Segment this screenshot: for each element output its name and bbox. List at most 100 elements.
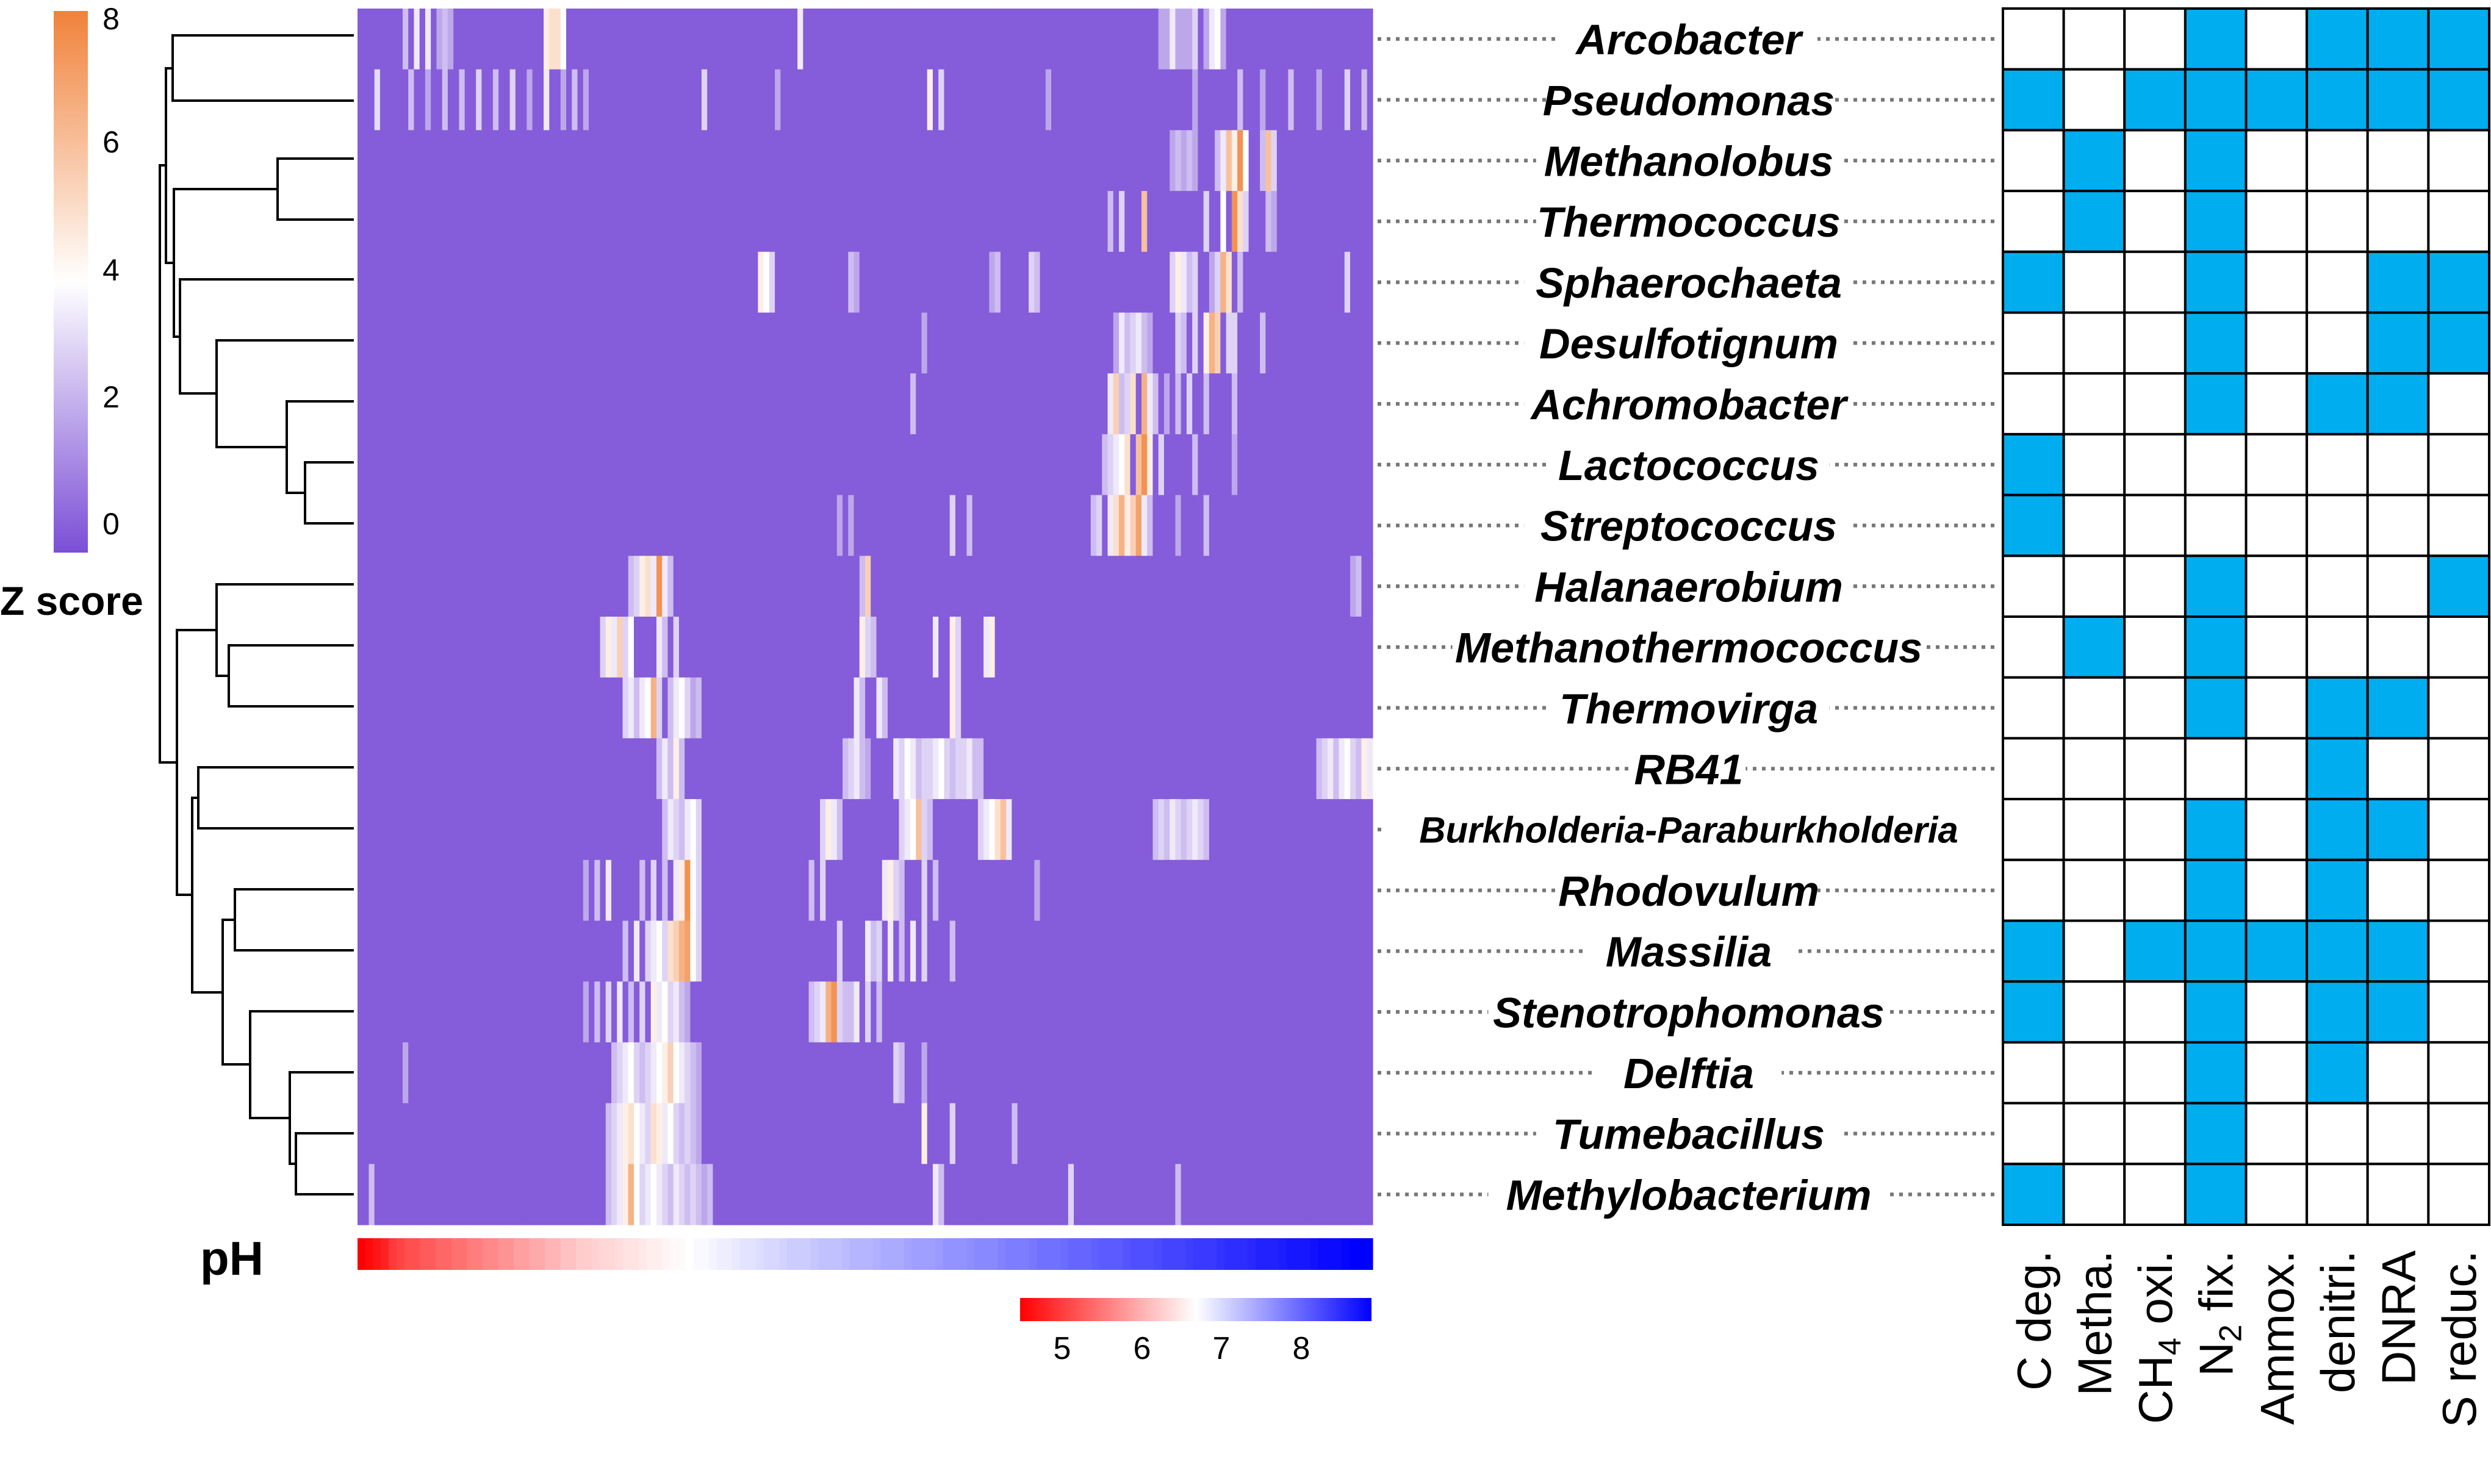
heatmap-cell-methanolobus-143 (1163, 130, 1170, 192)
heatmap-cell-streptococcus-21 (476, 495, 482, 556)
heatmap-cell-streptococcus-2 (368, 495, 375, 556)
heatmap-cell-thermococcus-45 (611, 191, 617, 253)
heatmap-cell-tumebacillus-173 (1333, 1103, 1340, 1164)
heatmap-cell-methanothermococcus-90 (865, 617, 871, 678)
heatmap-cell-arcobacter-20 (470, 9, 476, 70)
heatmap-cell-burkholderia-paraburkholderia-44 (605, 799, 612, 861)
heatmap-cell-rhodovulum-116 (1012, 859, 1018, 922)
heatmap-cell-arcobacter-92 (876, 9, 883, 70)
heatmap-cell-achromobacter-32 (537, 373, 544, 435)
heatmap-cell-delftia-111 (983, 1042, 990, 1104)
ph-legend: 5 6 7 8 (1020, 1298, 1371, 1366)
heatmap-cell-rhodovulum-30 (527, 859, 533, 922)
heatmap-cell-thermovirga-145 (1175, 677, 1182, 739)
trait-cell-methanothermococcus-c-deg (2002, 615, 2065, 679)
heatmap-cell-methylobacterium-179 (1367, 1164, 1373, 1225)
heatmap-cell-methylobacterium-25 (498, 1164, 505, 1225)
heatmap-cell-arcobacter-59 (690, 9, 697, 70)
heatmap-cell-burkholderia-paraburkholderia-73 (769, 799, 775, 861)
heatmap-cell-lactococcus-67 (735, 434, 742, 496)
heatmap-cell-desulfotignum-78 (797, 312, 803, 374)
heatmap-cell-delftia-163 (1276, 1042, 1283, 1104)
heatmap-cell-thermococcus-89 (859, 191, 866, 253)
heatmap-cell-pseudomonas-115 (1006, 69, 1012, 131)
heatmap-cell-delftia-36 (560, 1042, 567, 1104)
heatmap-cell-halanaerobium-103 (938, 556, 945, 617)
heatmap-cell-lactococcus-178 (1361, 434, 1368, 496)
heatmap-cell-sphaerochaeta-96 (899, 251, 905, 314)
heatmap-cell-rb41-55 (667, 738, 674, 800)
heatmap-cell-rhodovulum-29 (521, 859, 527, 922)
heatmap-cell-stenotrophomonas-141 (1152, 981, 1159, 1043)
heatmap-cell-massilia-128 (1079, 920, 1086, 982)
heatmap-cell-achromobacter-48 (628, 373, 634, 435)
heatmap-cell-pseudomonas-54 (662, 69, 669, 131)
heatmap-cell-tumebacillus-134 (1113, 1103, 1120, 1164)
heatmap-cell-halanaerobium-177 (1356, 556, 1362, 617)
heatmap-cell-methanolobus-34 (549, 130, 556, 192)
heatmap-cell-methanothermococcus-161 (1265, 617, 1272, 678)
heatmap-cell-rhodovulum-100 (921, 859, 928, 922)
dendrogram-root (159, 164, 177, 764)
heatmap-cell-halanaerobium-11 (419, 556, 426, 617)
heatmap-cell-sphaerochaeta-11 (419, 251, 426, 314)
heatmap-cell-arcobacter-82 (820, 9, 826, 70)
heatmap-cell-methylobacterium-38 (572, 1164, 578, 1225)
heatmap-cell-desulfotignum-45 (611, 312, 617, 374)
heatmap-cell-desulfotignum-91 (871, 312, 877, 374)
heatmap-cell-rb41-105 (949, 738, 956, 800)
heatmap-cell-methanothermococcus-166 (1293, 617, 1300, 678)
heatmap-cell-methylobacterium-81 (814, 1164, 821, 1225)
heatmap-cell-pseudomonas-158 (1248, 69, 1255, 131)
heatmap-cell-desulfotignum-105 (949, 312, 956, 374)
heatmap-cell-desulfotignum-158 (1248, 312, 1255, 374)
heatmap-cell-desulfotignum-64 (718, 312, 725, 374)
heatmap-cell-stenotrophomonas-83 (825, 981, 832, 1043)
heatmap-cell-rhodovulum-172 (1328, 859, 1334, 922)
heatmap-cell-halanaerobium-83 (825, 556, 832, 617)
heatmap-cell-delftia-160 (1260, 1042, 1266, 1104)
heatmap-cell-methylobacterium-106 (955, 1164, 962, 1225)
heatmap-cell-lactococcus-76 (786, 434, 793, 496)
heatmap-cell-sphaerochaeta-65 (724, 251, 730, 314)
row-label-pseudomonas: Pseudomonas (1543, 77, 1835, 124)
heatmap-cell-thermococcus-48 (628, 191, 634, 253)
heatmap-cell-methanothermococcus-141 (1152, 617, 1159, 678)
heatmap-cell-arcobacter-70 (752, 9, 758, 70)
heatmap-cell-rb41-38 (572, 738, 578, 800)
heatmap-cell-thermovirga-88 (854, 677, 860, 739)
heatmap-cell-pseudomonas-2 (368, 69, 375, 131)
heatmap-cell-streptococcus-95 (893, 495, 900, 556)
heatmap-cell-rhodovulum-151 (1209, 859, 1215, 922)
heatmap-cell-desulfotignum-44 (605, 312, 612, 374)
heatmap-cell-streptococcus-137 (1130, 495, 1137, 556)
heatmap-cell-lactococcus-52 (650, 434, 657, 496)
trait-cell-methanothermococcus-denitri (2306, 615, 2369, 679)
heatmap-cell-rb41-42 (594, 738, 601, 800)
heatmap-cell-methylobacterium-119 (1029, 1164, 1035, 1225)
heatmap-cell-rhodovulum-144 (1170, 859, 1176, 922)
heatmap-cell-thermovirga-69 (746, 677, 753, 739)
heatmap-cell-arcobacter-60 (696, 9, 702, 70)
heatmap-cell-streptococcus-128 (1079, 495, 1086, 556)
heatmap-cell-desulfotignum-126 (1068, 312, 1074, 374)
heatmap-cell-burkholderia-paraburkholderia-27 (509, 799, 516, 861)
heatmap-cell-halanaerobium-156 (1237, 556, 1243, 617)
trait-cell-methanolobus-n2-fix (2184, 129, 2248, 193)
heatmap-cell-sphaerochaeta-125 (1062, 251, 1069, 314)
heatmap-cell-streptococcus-26 (504, 495, 511, 556)
heatmap-cell-sphaerochaeta-178 (1361, 251, 1368, 314)
heatmap-cell-delftia-125 (1062, 1042, 1069, 1104)
heatmap-cell-thermococcus-157 (1243, 191, 1249, 253)
heatmap-cell-rhodovulum-145 (1175, 859, 1182, 922)
heatmap-cell-pseudomonas-97 (904, 69, 911, 131)
heatmap-cell-arcobacter-107 (961, 9, 967, 70)
heatmap-cell-stenotrophomonas-89 (859, 981, 866, 1043)
heatmap-cell-thermococcus-128 (1079, 191, 1086, 253)
heatmap-cell-tumebacillus-26 (504, 1103, 511, 1164)
heatmap-cell-stenotrophomonas-29 (521, 981, 527, 1043)
heatmap-cell-achromobacter-56 (673, 373, 680, 435)
heatmap-cell-sphaerochaeta-153 (1220, 251, 1227, 314)
heatmap-cell-tumebacillus-62 (707, 1103, 713, 1164)
heatmap-cell-achromobacter-60 (696, 373, 702, 435)
